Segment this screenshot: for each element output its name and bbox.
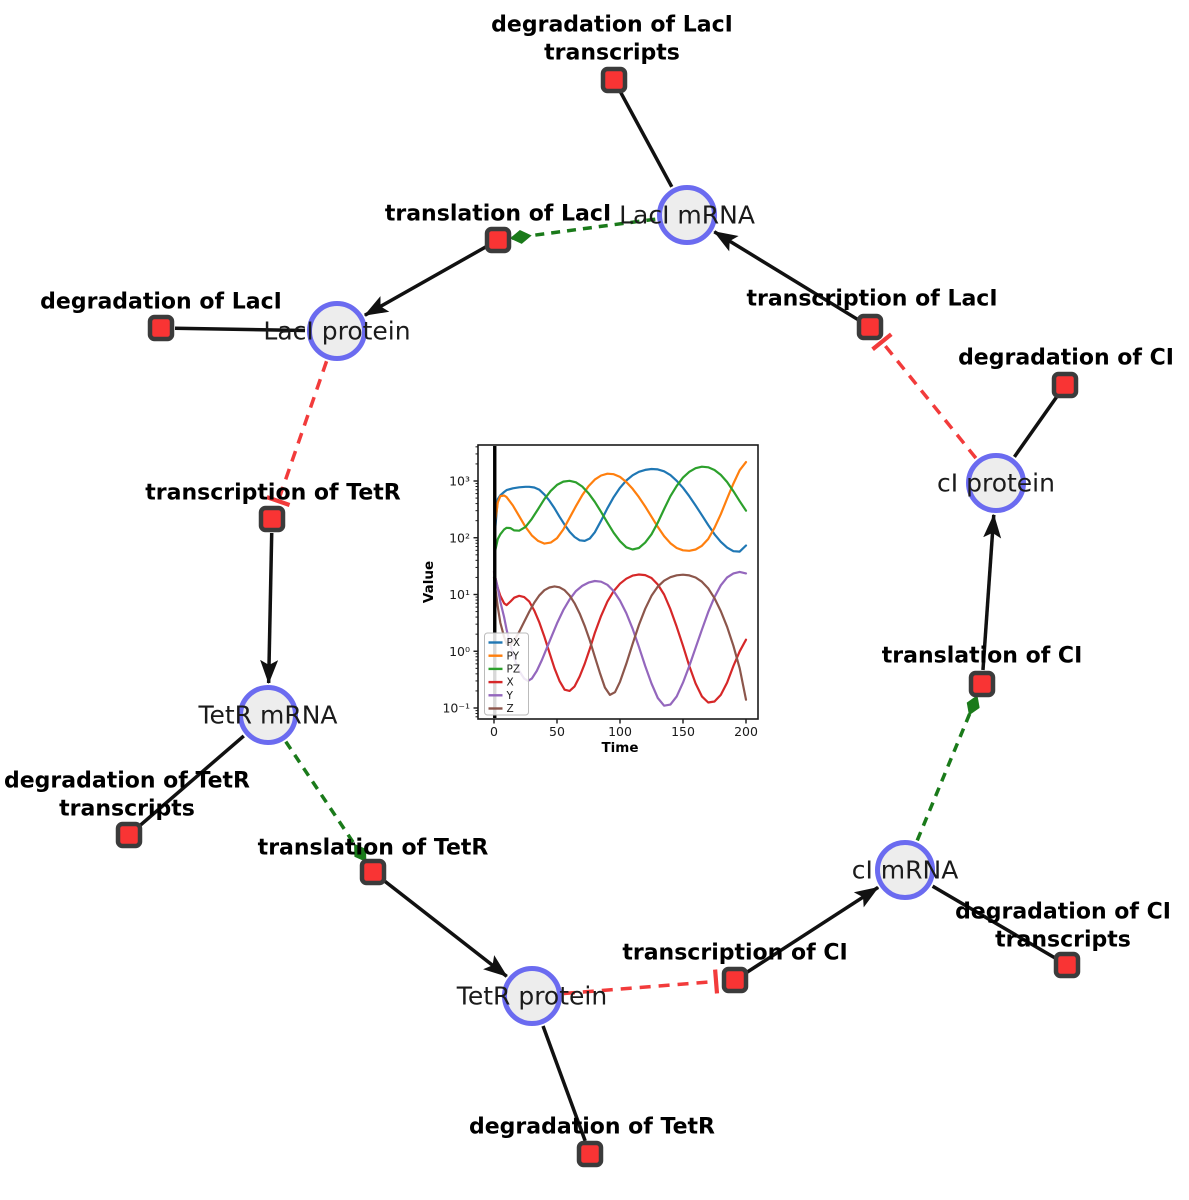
legend-label-x: X xyxy=(507,677,514,689)
edge-laci-mrna-to-deg-laci-tx xyxy=(619,91,674,188)
species-node-tetr-mrna xyxy=(238,685,298,745)
reaction-label-deg-laci-tx-line2: transcripts xyxy=(544,41,680,66)
x-axis-tick-label: 100 xyxy=(608,724,632,739)
reaction-node-deg-laci-tx xyxy=(600,66,628,94)
edge-translation-ci-to-ci-protein xyxy=(981,513,1002,671)
edge-tetr-mrna-to-translation-tetr xyxy=(284,740,367,863)
series-line-z xyxy=(492,573,748,701)
y-axis-tick-label: 10³ xyxy=(449,474,470,489)
legend-label-px: PX xyxy=(507,637,521,649)
species-node-laci-mrna xyxy=(657,185,717,245)
series-line-x xyxy=(492,570,748,704)
x-axis-tick-label: 0 xyxy=(490,724,498,739)
species-label-tetr-mrna: TetR mRNA xyxy=(197,701,337,730)
reaction-label-deg-laci-tx-line1: degradation of LacI xyxy=(491,13,733,38)
edge-tetr-protein-to-transcription-ci xyxy=(563,969,720,996)
reaction-node-translation-ci xyxy=(968,670,996,698)
legend-label-pz: PZ xyxy=(507,664,521,676)
labels-layer: LacI mRNA LacI protein TetR mRNA TetR prote… xyxy=(4,13,1174,1140)
legend-label-z: Z xyxy=(507,703,514,715)
reaction-label-translation-tetr-line1: translation of TetR xyxy=(258,836,489,861)
species-node-ci-mrna xyxy=(875,840,935,900)
reaction-label-deg-laci-line1: degradation of LacI xyxy=(40,290,282,315)
edge-transcription-ci-to-ci-mrna xyxy=(745,885,880,974)
reaction-label-translation-laci-line1: translation of LacI xyxy=(385,202,611,227)
species-label-ci-mrna: cI mRNA xyxy=(852,856,959,885)
edge-ci-protein-to-deg-ci xyxy=(1012,395,1059,458)
edges-layer xyxy=(138,91,1059,1142)
reaction-label-deg-ci-tx-line2: transcripts xyxy=(995,928,1131,953)
species-node-tetr-protein xyxy=(502,966,562,1026)
x-axis-tick-label: 150 xyxy=(671,724,695,739)
edge-ci-protein-to-transcription-laci xyxy=(871,332,978,460)
reaction-node-deg-ci-tx xyxy=(1053,951,1081,979)
reaction-node-deg-tetr-tx xyxy=(115,821,143,849)
reaction-label-transcription-tetr-line1: transcription of TetR xyxy=(145,481,401,506)
legend-label-py: PY xyxy=(507,650,520,662)
series-line-pz xyxy=(494,465,748,552)
reaction-node-deg-tetr xyxy=(576,1140,604,1168)
reaction-label-translation-ci-line1: translation of CI xyxy=(882,644,1083,669)
edge-tetr-mrna-to-deg-tetr-tx xyxy=(138,734,245,828)
reaction-label-deg-tetr-line1: degradation of TetR xyxy=(469,1115,715,1140)
x-axis-tick-label: 50 xyxy=(549,724,565,739)
reaction-label-deg-ci-line1: degradation of CI xyxy=(958,346,1174,371)
reaction-label-deg-tetr-tx-line1: degradation of TetR xyxy=(4,769,250,794)
reaction-node-translation-laci xyxy=(484,226,512,254)
reaction-node-transcription-laci xyxy=(856,313,884,341)
reaction-node-deg-ci xyxy=(1051,371,1079,399)
edge-laci-protein-to-transcription-tetr xyxy=(266,360,329,507)
reaction-node-translation-tetr xyxy=(359,858,387,886)
species-label-laci-protein: LacI protein xyxy=(263,317,410,346)
reaction-label-deg-tetr-tx-line2: transcripts xyxy=(59,797,195,822)
y-axis-tick-label: 10¹ xyxy=(449,587,470,602)
y-axis-tick-label: 10⁻¹ xyxy=(442,701,470,716)
species-label-ci-protein: cI protein xyxy=(937,469,1055,498)
species-label-laci-mrna: LacI mRNA xyxy=(619,201,755,230)
species-node-laci-protein xyxy=(307,301,367,361)
y-axis-title: Value xyxy=(421,561,437,603)
reaction-node-deg-laci xyxy=(147,314,175,342)
reaction-nodes-layer xyxy=(115,66,1081,1168)
x-axis-title: Time xyxy=(601,740,638,756)
reaction-node-transcription-ci xyxy=(721,966,749,994)
y-axis-tick-label: 10² xyxy=(449,530,470,545)
series-line-px xyxy=(494,467,748,553)
species-label-tetr-protein: TetR protein xyxy=(456,982,607,1011)
reaction-label-transcription-laci-line1: transcription of LacI xyxy=(746,287,997,312)
edge-transcription-tetr-to-tetr-mrna xyxy=(260,532,279,685)
edge-tetr-protein-to-deg-tetr xyxy=(541,1025,587,1142)
species-nodes-layer xyxy=(238,185,1026,1026)
edge-ci-mrna-to-translation-ci xyxy=(915,695,980,842)
species-node-ci-protein xyxy=(966,453,1026,513)
x-axis-tick-label: 200 xyxy=(734,724,758,739)
reaction-label-transcription-ci-line1: transcription of CI xyxy=(622,941,847,966)
edge-transcription-laci-to-laci-mrna xyxy=(713,230,859,322)
edge-translation-tetr-to-tetr-protein xyxy=(382,879,508,978)
y-axis-tick-label: 10⁰ xyxy=(449,644,470,659)
legend-label-y: Y xyxy=(506,690,514,702)
reaction-label-deg-ci-tx-line1: degradation of CI xyxy=(955,900,1171,925)
reaction-node-transcription-tetr xyxy=(258,505,286,533)
edge-ci-mrna-to-deg-ci-tx xyxy=(931,884,1056,960)
edge-laci-protein-to-deg-laci xyxy=(174,326,306,333)
edge-translation-laci-to-laci-protein xyxy=(363,245,487,317)
edge-laci-mrna-to-translation-laci xyxy=(509,217,656,244)
